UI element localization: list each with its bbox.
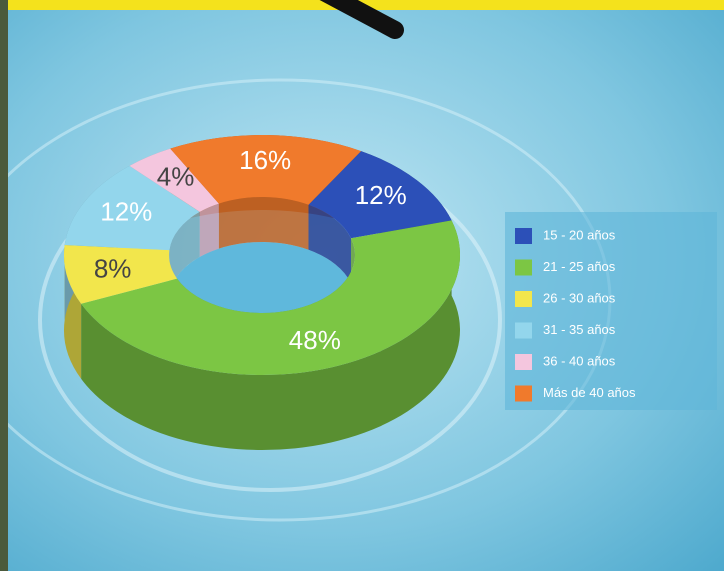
legend-swatch (515, 385, 532, 402)
legend-label: 21 - 25 años (543, 259, 616, 274)
legend-swatch (515, 259, 532, 276)
legend-label: 36 - 40 años (543, 353, 616, 368)
legend-label: 26 - 30 años (543, 290, 616, 305)
slice-label: 12% (100, 197, 152, 227)
slice (129, 148, 219, 212)
slice-label: 48% (289, 325, 341, 355)
slice-inner (218, 197, 309, 250)
slice-label: 16% (239, 145, 291, 175)
legend-label: 31 - 35 años (543, 322, 616, 337)
slice (64, 244, 178, 304)
slice-label: 4% (157, 162, 195, 192)
slice-inner (169, 211, 200, 296)
slice (170, 135, 361, 205)
pen (319, 0, 404, 39)
slice-label: 12% (355, 180, 407, 210)
slice (81, 220, 461, 376)
slice-inner (308, 204, 352, 284)
legend-swatch (515, 228, 532, 244)
slice-side (81, 220, 461, 451)
legend-swatch (515, 291, 532, 307)
legend-label: 15 - 20 años (543, 227, 616, 242)
slice-inner (199, 203, 219, 257)
slice-side (64, 244, 82, 379)
slice (308, 151, 452, 239)
left-edge (0, 0, 8, 571)
pie: 12%48%8%12%4%16% (64, 135, 461, 451)
slice (64, 165, 200, 251)
legend-box (505, 212, 717, 410)
legend-swatch (515, 322, 532, 339)
slice-label: 8% (94, 253, 132, 283)
legend-swatch (515, 354, 532, 370)
legend-label: Más de 40 años (543, 385, 636, 400)
legend: 15 - 20 años 21 - 25 años 26 - 30 años 31 -… (515, 227, 636, 402)
